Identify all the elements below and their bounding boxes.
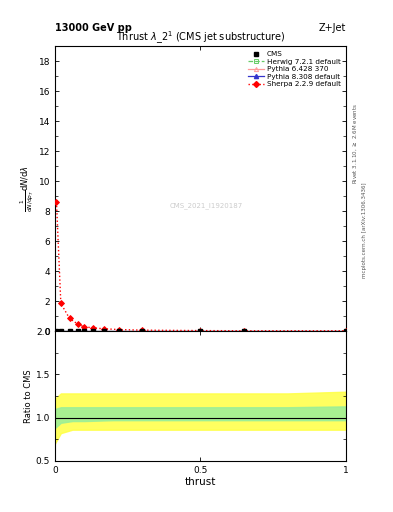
X-axis label: thrust: thrust bbox=[185, 477, 216, 487]
Y-axis label: Ratio to CMS: Ratio to CMS bbox=[24, 369, 33, 423]
Text: CMS_2021_I1920187: CMS_2021_I1920187 bbox=[170, 202, 243, 209]
Text: Rivet 3.1.10, $\geq$ 2.6M events: Rivet 3.1.10, $\geq$ 2.6M events bbox=[352, 103, 359, 184]
Title: Thrust $\lambda\_2^1$ (CMS jet substructure): Thrust $\lambda\_2^1$ (CMS jet substruct… bbox=[116, 30, 285, 46]
Legend: CMS, Herwig 7.2.1 default, Pythia 6.428 370, Pythia 8.308 default, Sherpa 2.2.9 : CMS, Herwig 7.2.1 default, Pythia 6.428 … bbox=[246, 50, 342, 89]
Text: Z+Jet: Z+Jet bbox=[318, 23, 346, 33]
Text: 13000 GeV pp: 13000 GeV pp bbox=[55, 23, 132, 33]
Y-axis label: $\frac{1}{\mathrm{d}N/\mathrm{d}p_T}\mathrm{d}N/\mathrm{d}\lambda$: $\frac{1}{\mathrm{d}N/\mathrm{d}p_T}\mat… bbox=[19, 165, 36, 212]
Text: mcplots.cern.ch [arXiv:1306.3436]: mcplots.cern.ch [arXiv:1306.3436] bbox=[362, 183, 367, 278]
